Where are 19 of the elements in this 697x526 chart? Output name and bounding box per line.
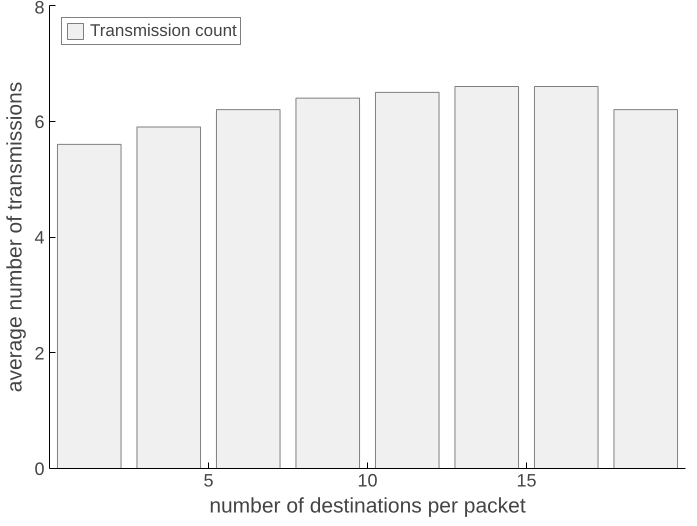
bar [216,109,281,468]
x-tick-label: 15 [516,470,537,490]
bar [613,109,678,468]
legend-label: Transmission count [90,21,237,41]
y-tick-label: 2 [34,343,45,364]
y-tick-label: 0 [34,459,45,479]
x-tick-label: 5 [203,470,214,490]
bar [136,126,202,468]
bar [374,92,440,468]
bar [454,86,520,468]
y-tick-label: 8 [34,0,45,18]
x-tick-label: 10 [357,470,378,490]
bar [56,144,122,468]
y-tick-label: 4 [34,228,45,248]
y-tick-label: 6 [34,112,45,132]
bar [534,86,599,468]
y-axis-title: average number of transmissions [3,82,26,392]
bar [295,98,360,468]
x-axis-title: number of destinations per packet [209,494,526,518]
